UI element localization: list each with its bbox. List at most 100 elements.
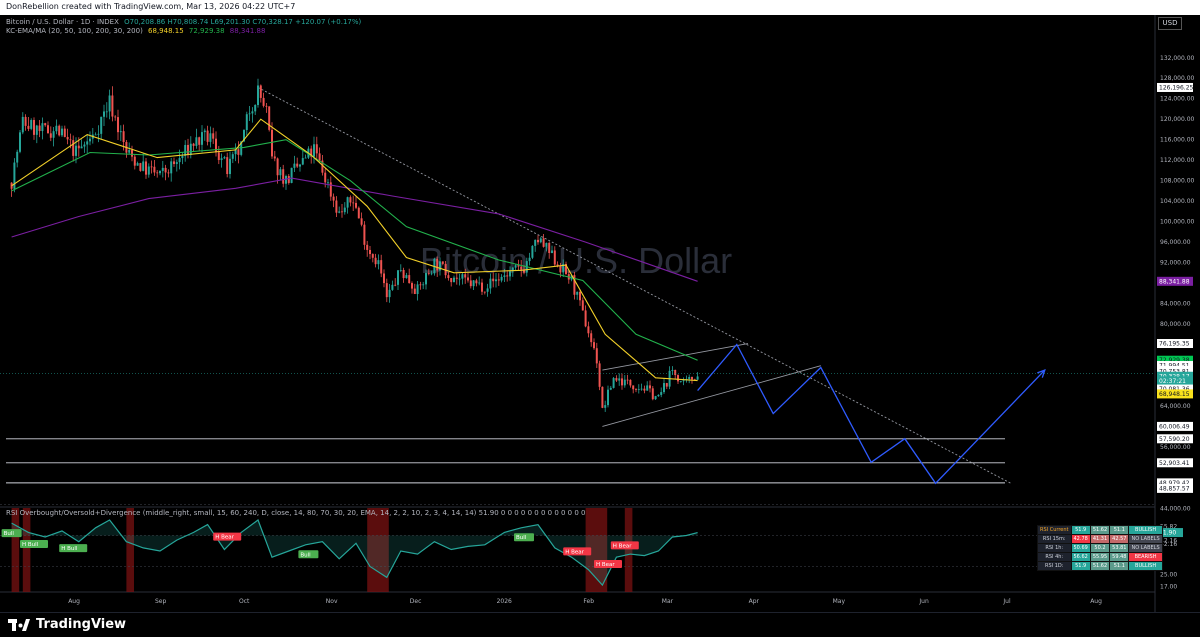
candle-body (35, 125, 38, 135)
rsi-table-cell: BULLISH (1128, 525, 1163, 535)
candle-body (156, 172, 159, 174)
candle-body (341, 211, 343, 213)
candle-body (579, 291, 581, 301)
candle-body (203, 130, 206, 133)
price-badge-bg (1157, 458, 1193, 468)
candle-body (161, 167, 164, 171)
price-tick-label: 44,000.00 (1160, 505, 1191, 512)
rsi-signal-label: H Bull (22, 542, 39, 548)
candle-body (556, 264, 559, 267)
candle-body (299, 164, 301, 167)
price-tick-label: 56,000.00 (1160, 444, 1191, 451)
projection-arrowhead (1037, 369, 1046, 378)
candle-body (47, 125, 49, 134)
price-tick-label: 104,000.00 (1160, 198, 1195, 205)
price-tick-label: 100,000.00 (1160, 219, 1195, 226)
candle-body (514, 265, 517, 268)
candle-body (170, 161, 173, 174)
legend-ema20: 68,948.15 (148, 27, 184, 35)
candle-body (237, 149, 240, 155)
candle-body (80, 146, 83, 149)
price-badge-text: 76,195.35 (1159, 341, 1190, 348)
rsi-signal-label: H Bear (596, 562, 615, 568)
candle-body (245, 114, 248, 131)
candle-body (55, 125, 58, 132)
price-badge-text: 48,857.57 (1159, 485, 1190, 492)
candle-body (223, 157, 226, 159)
candle-body (338, 211, 341, 213)
candle-body (215, 138, 217, 153)
time-axis-label: Aug (1090, 598, 1102, 605)
candle-body (369, 249, 371, 255)
candle-body (119, 131, 122, 133)
price-tick-label: 80,000.00 (1160, 321, 1191, 328)
candle-body (259, 85, 262, 98)
candle-body (483, 291, 486, 293)
rsi-table-header: RSI Current 51.9 51.62 51.1 BULLISH (1037, 525, 1163, 535)
rsi-table-cell: 55.95 (1089, 552, 1111, 562)
candle-body (679, 380, 682, 382)
rsi-tick-label: 55.82 (1160, 523, 1177, 530)
candle-body (49, 133, 52, 138)
price-badge-bg (1157, 82, 1193, 92)
candle-body (528, 257, 531, 262)
candle-body (279, 169, 282, 176)
candle-body (229, 158, 231, 175)
candle-body (612, 378, 615, 388)
currency-button[interactable]: USD (1158, 17, 1182, 30)
rsi-tick-label: 25.00 (1160, 571, 1177, 578)
candle-body (441, 261, 444, 264)
candle-body (517, 265, 520, 267)
price-badge-text: 48,979.42 (1159, 480, 1190, 487)
rsi-signal-label: Bull (516, 535, 527, 541)
candle-body (688, 376, 691, 380)
rsi-table-cell: BEARISH (1128, 552, 1163, 562)
time-axis-label: Nov (326, 598, 338, 605)
tradingview-logo: TradingView (8, 617, 126, 632)
candle-body (357, 207, 360, 219)
candle-body (461, 274, 464, 279)
candle-body (86, 141, 89, 145)
candle-body (346, 197, 349, 208)
candle-body (195, 137, 198, 146)
time-axis-label: 2026 (497, 598, 512, 605)
candle-body (318, 153, 321, 161)
price-tick-label: 128,000.00 (1160, 75, 1195, 82)
legend-ohlc: O70,208.86 H70,808.74 L69,201.30 C70,328… (124, 18, 362, 26)
time-axis-label: Aug (68, 598, 80, 605)
price-badge-bg (1157, 376, 1193, 386)
candle-body (416, 284, 419, 295)
price-badge-bg (1157, 389, 1193, 399)
candle-body (19, 132, 21, 152)
candle-body (97, 133, 100, 135)
price-badge-bg (1157, 366, 1193, 376)
ema20-line (11, 118, 698, 382)
price-badge-text: 02:37:21 (1159, 378, 1186, 385)
candle-body (360, 218, 363, 225)
time-axis-label: May (833, 598, 846, 605)
candle-body (604, 405, 607, 408)
candle-body (287, 176, 290, 183)
price-badge-text: 72,929.38 (1159, 357, 1190, 364)
candle-body (565, 264, 567, 275)
chart-svg[interactable]: Bitcoin / U.S. Dollar 132,000.00 128,000.0… (0, 15, 1200, 612)
rsi-signal-label-bg (213, 532, 242, 541)
candle-body (649, 385, 651, 389)
candle-body (430, 273, 433, 275)
price-tick-label: 124,000.00 (1160, 96, 1195, 103)
candle-body (201, 132, 203, 145)
rsi-table-cell: 51.1 (1109, 561, 1130, 571)
candle-body (377, 260, 380, 265)
candle-body (254, 104, 257, 112)
rsi-line (11, 519, 698, 587)
candle-body (41, 123, 44, 132)
candle-body (629, 379, 632, 386)
rsi-table-cell: 50.69 (1070, 543, 1091, 553)
candle-body (251, 111, 254, 114)
candle-body (520, 266, 523, 270)
rsi-table-cell: 42.57 (1109, 534, 1130, 544)
candle-body (450, 278, 453, 283)
candle-body (61, 128, 63, 136)
rsi-table-cell: RSI 15m: (1037, 534, 1072, 544)
rsi-table-cell: RSI 1D: (1037, 561, 1072, 571)
